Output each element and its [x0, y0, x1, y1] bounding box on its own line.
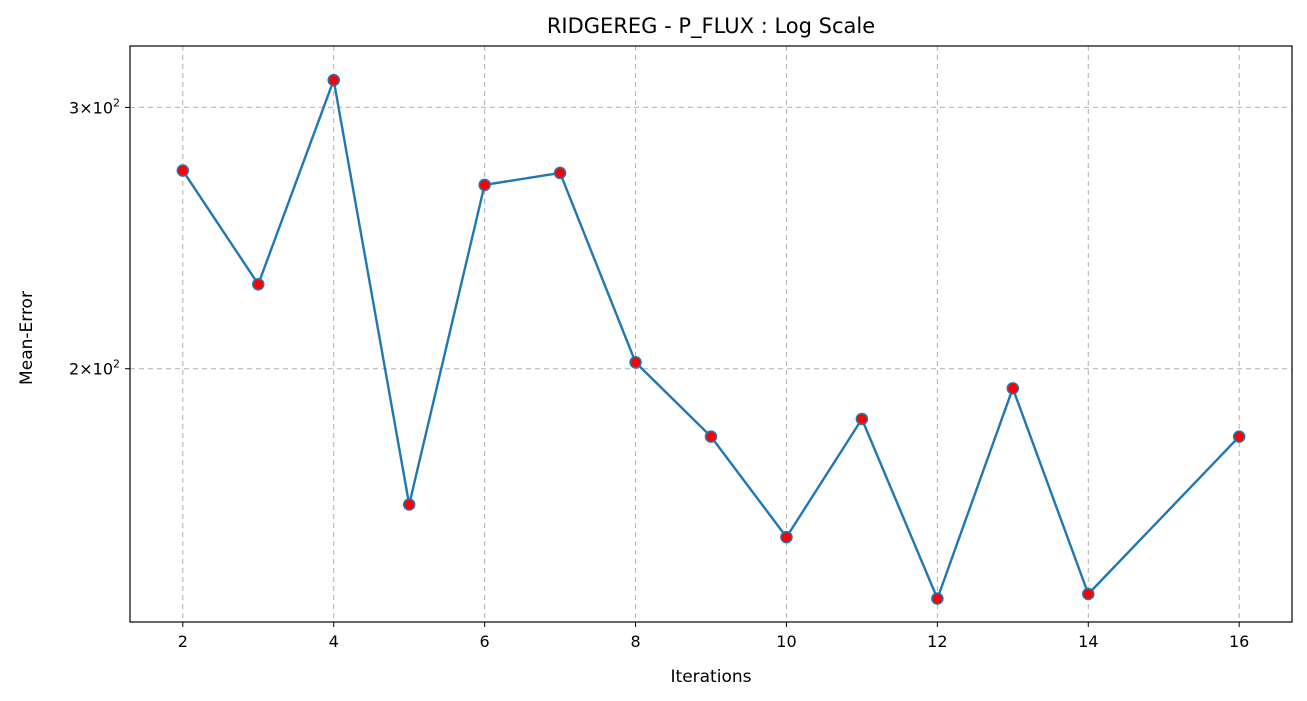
- data-point: [1082, 587, 1095, 601]
- chart-title: RIDGEREG - P_FLUX : Log Scale: [547, 14, 875, 39]
- x-tick-label: 4: [329, 632, 339, 651]
- y-tick-label: 2×102: [69, 358, 120, 379]
- data-point: [855, 412, 869, 426]
- x-axis-ticks: 2 4 6 8 10 12 14 16: [178, 622, 1249, 651]
- grid: [130, 46, 1292, 622]
- plot-frame: [129, 45, 1293, 623]
- data-point: [780, 530, 793, 544]
- data-point: [704, 430, 718, 443]
- x-tick-label: 16: [1229, 632, 1249, 651]
- x-tick-label: 6: [480, 632, 490, 651]
- x-tick-label: 10: [776, 632, 796, 651]
- data-point: [478, 178, 491, 192]
- x-tick-label: 8: [630, 632, 640, 651]
- y-axis-label: Mean-Error: [17, 291, 37, 385]
- x-tick-label: 12: [927, 632, 947, 651]
- data-point-layer: [176, 73, 1246, 605]
- y-tick-label: 3×102: [69, 96, 120, 117]
- data-point: [176, 164, 190, 177]
- data-point: [252, 278, 265, 291]
- x-axis-label: Iterations: [671, 667, 752, 687]
- y-axis-ticks: 2×102 3×102: [69, 96, 130, 379]
- data-point: [1232, 430, 1246, 443]
- series-line-layer: [181, 78, 1241, 600]
- data-point: [327, 73, 340, 87]
- x-tick-label: 14: [1078, 632, 1098, 651]
- data-point: [1006, 382, 1020, 395]
- x-tick-label: 2: [178, 632, 188, 651]
- data-point: [931, 592, 944, 605]
- data-point: [402, 498, 416, 511]
- series-line: [181, 78, 1241, 600]
- data-point: [553, 166, 567, 180]
- data-point: [629, 356, 642, 369]
